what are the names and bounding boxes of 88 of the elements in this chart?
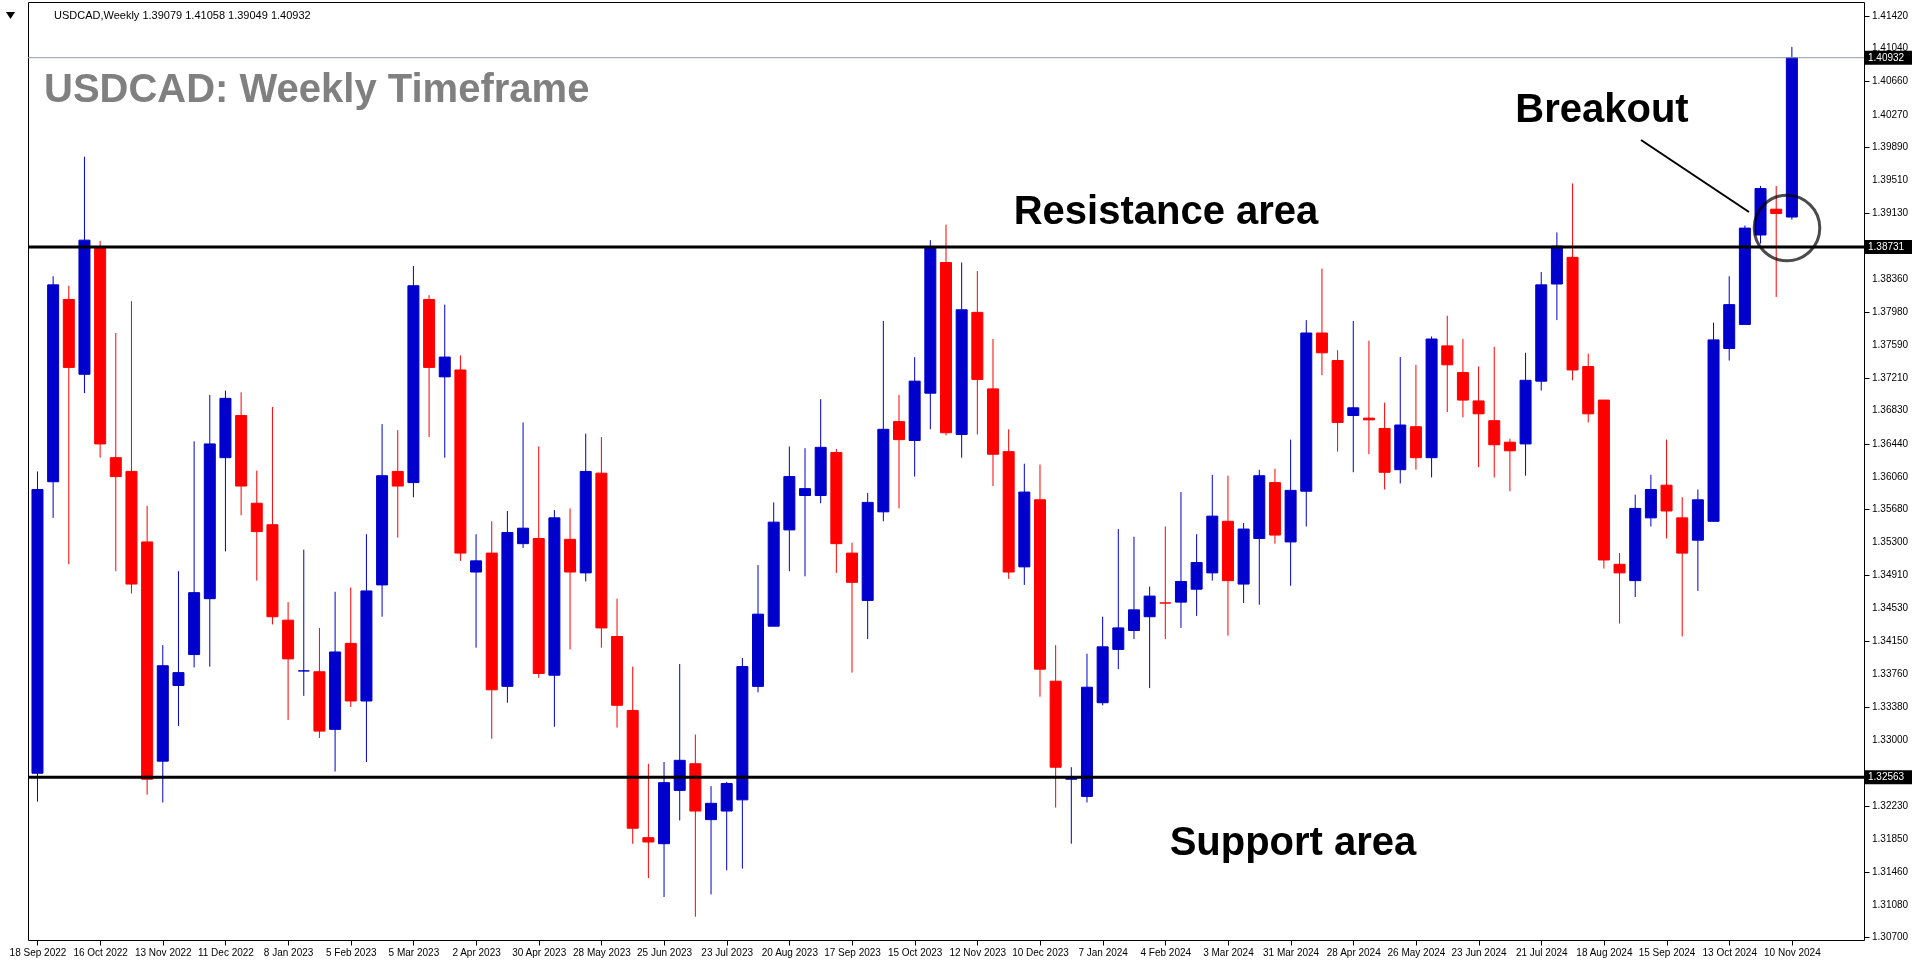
x-tick-label: 3 Mar 2024: [1203, 946, 1255, 958]
y-tick-label: 1.39130: [1872, 206, 1909, 218]
y-tick-label: 1.38360: [1872, 272, 1909, 284]
x-tick-label: 15 Sep 2024: [1638, 946, 1696, 958]
annotation: Resistance area: [1013, 188, 1320, 232]
candlestick: [517, 421, 530, 549]
x-tick-label: 5 Feb 2023: [325, 946, 377, 958]
candlestick: [470, 533, 483, 649]
candlestick: [1174, 491, 1187, 629]
x-tick-label: 13 Nov 2022: [134, 946, 193, 958]
y-tick-label: 1.35680: [1872, 503, 1909, 515]
y-tick-label: 1.40270: [1872, 108, 1909, 120]
y-tick-label: 1.40660: [1872, 75, 1909, 87]
candlestick: [1362, 340, 1375, 455]
x-tick-label: 11 Dec 2022: [197, 946, 255, 958]
y-tick-label: 1.31850: [1872, 832, 1909, 844]
ref-line-label: 1.38731: [1868, 240, 1905, 252]
y-tick-label: 1.31460: [1872, 866, 1909, 878]
candlestick: [1143, 586, 1156, 689]
x-tick-label: 17 Sep 2023: [824, 946, 882, 958]
y-tick-label: 1.37980: [1872, 305, 1909, 317]
x-tick-label: 16 Oct 2022: [73, 946, 129, 958]
x-tick-label: 23 Jun 2024: [1451, 946, 1508, 958]
candlestick: [1127, 536, 1140, 640]
x-tick-label: 8 Jan 2023: [263, 946, 314, 958]
x-tick-label: 5 Mar 2023: [388, 946, 440, 958]
y-tick-label: 1.41040: [1872, 42, 1909, 54]
x-tick-label: 23 Jul 2023: [701, 946, 754, 958]
y-tick-label: 1.39510: [1872, 173, 1909, 185]
x-tick-label: 4 Feb 2024: [1140, 946, 1192, 958]
y-tick-label: 1.37590: [1872, 339, 1909, 351]
x-tick-label: 28 May 2023: [572, 946, 632, 958]
candlestick: [1770, 185, 1783, 298]
text: USDCAD: Weekly Timeframe: [44, 66, 590, 110]
y-tick-label: 1.39890: [1872, 141, 1909, 153]
x-tick-label: 25 Jun 2023: [637, 946, 693, 958]
x-tick-label: 12 Nov 2023: [949, 946, 1007, 958]
ref-line-label: 1.32563: [1868, 771, 1905, 783]
candlestick: [799, 447, 812, 577]
x-tick-label: 30 Apr 2023: [512, 946, 567, 958]
y-tick-label: 1.36060: [1872, 470, 1909, 482]
candlestick: [1503, 438, 1516, 492]
y-tick-label: 1.30700: [1872, 931, 1909, 943]
candlestick: [1441, 315, 1454, 413]
candlestick: [1613, 552, 1626, 625]
candlestick: [893, 394, 906, 509]
candlestick: [297, 549, 310, 697]
y-tick-label: 1.33760: [1872, 668, 1909, 680]
ref-line-label: 1.40932: [1868, 51, 1905, 63]
y-tick-label: 1.36830: [1872, 404, 1909, 416]
y-tick-label: 1.36440: [1872, 437, 1909, 449]
candlestick: [172, 570, 185, 727]
x-tick-label: 18 Aug 2024: [1576, 946, 1633, 958]
x-tick-label: 18 Sep 2022: [9, 946, 67, 958]
x-tick-label: 21 Jul 2024: [1515, 946, 1569, 958]
x-tick-label: 26 May 2024: [1387, 946, 1446, 958]
y-tick-label: 1.34910: [1872, 569, 1909, 581]
candlestick: [1472, 366, 1485, 468]
y-tick-label: 1.34150: [1872, 634, 1909, 646]
y-tick-label: 1.33380: [1872, 701, 1909, 712]
x-tick-label: 2 Apr 2023: [452, 946, 502, 958]
x-tick-label: 10 Nov 2024: [1764, 946, 1822, 958]
x-tick-label: 13 Oct 2024: [1702, 946, 1758, 958]
candlestick: [438, 304, 451, 459]
candlestick: [109, 332, 122, 572]
candlestick: [642, 763, 655, 879]
candlestick: [705, 785, 718, 895]
annotation: Support area: [1169, 819, 1418, 863]
candlestick: [1347, 320, 1360, 473]
y-tick-label: 1.41420: [1872, 9, 1909, 21]
candlestick: [1159, 525, 1172, 640]
x-tick-label: 28 Apr 2024: [1326, 946, 1382, 958]
y-tick-label: 1.34530: [1872, 602, 1909, 614]
candlestick: [1112, 528, 1125, 670]
y-tick-label: 1.35300: [1872, 535, 1909, 547]
y-tick-label: 1.33000: [1872, 733, 1909, 745]
x-tick-label: 7 Jan 2024: [1078, 946, 1129, 958]
x-tick-label: 31 Mar 2024: [1263, 946, 1320, 958]
candlestick: [1315, 268, 1328, 376]
annotation: Breakout: [1515, 86, 1689, 130]
x-tick-label: 15 Oct 2023: [887, 946, 943, 958]
x-tick-label: 20 Aug 2023: [761, 946, 819, 958]
y-tick-label: 1.31080: [1872, 898, 1909, 910]
candlestick: [391, 429, 404, 539]
y-tick-label: 1.37210: [1872, 371, 1909, 383]
text: USDCAD,Weekly 1.39079 1.41058 1.39049 1.40932: [54, 9, 311, 21]
x-tick-label: 10 Dec 2023: [1012, 946, 1070, 958]
y-tick-label: 1.32230: [1872, 799, 1909, 811]
